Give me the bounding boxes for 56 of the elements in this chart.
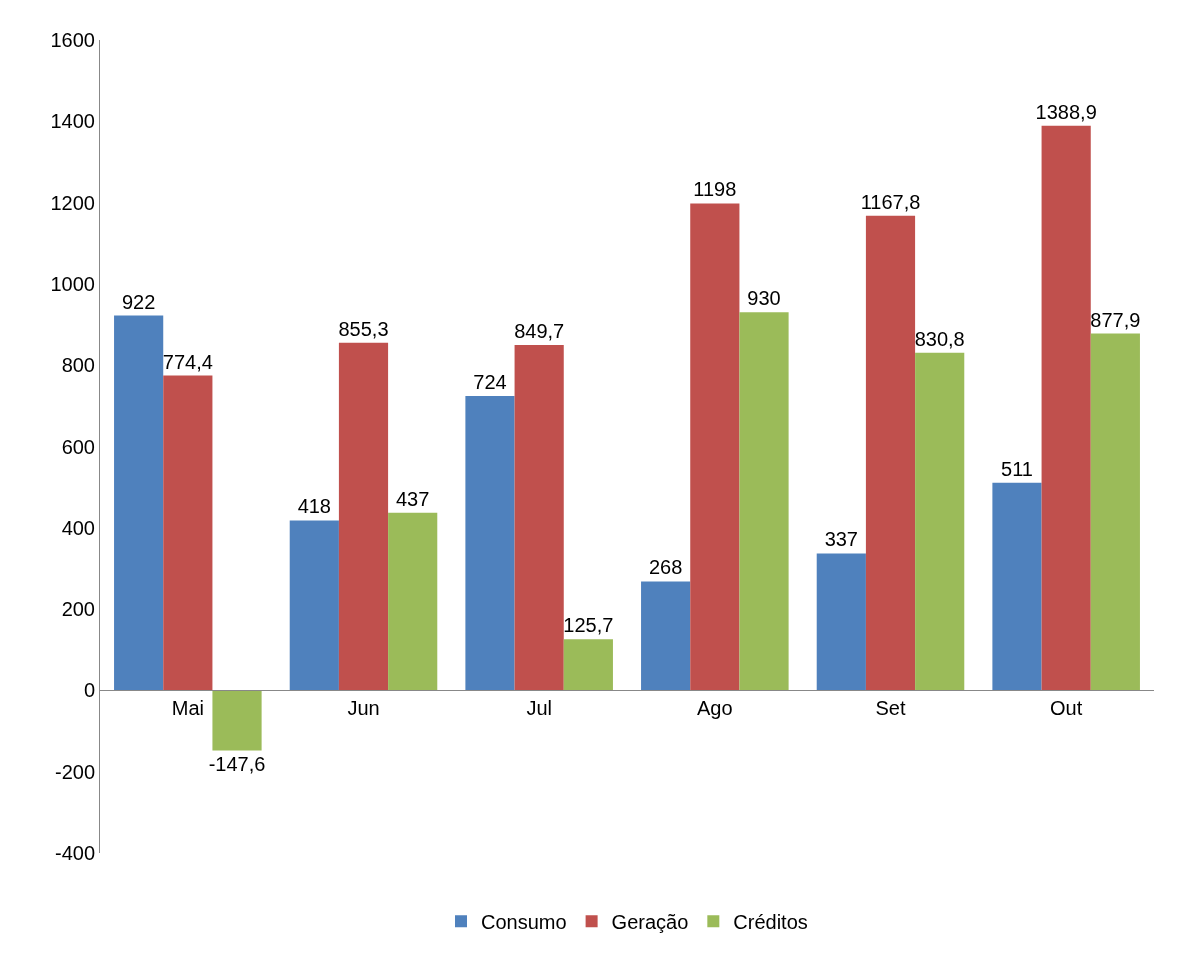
y-tick-label: -400 <box>54 842 95 864</box>
data-label: 337 <box>824 528 858 551</box>
y-tick-label: 0 <box>83 679 95 702</box>
data-label: 1198 <box>693 178 737 201</box>
bar <box>514 345 564 691</box>
x-tick-label: Set <box>875 697 906 720</box>
y-tick-label: -200 <box>54 760 95 783</box>
y-tick-label: 1000 <box>50 272 95 295</box>
x-tick-label: Jun <box>347 697 380 720</box>
y-tick-label: 400 <box>61 516 95 539</box>
bar <box>114 315 164 691</box>
data-label: 830,8 <box>914 327 965 350</box>
bar <box>992 482 1042 691</box>
y-tick-label: 600 <box>61 435 95 458</box>
legend-label: Consumo <box>481 911 567 934</box>
data-label: 125,7 <box>563 614 614 637</box>
bar <box>289 520 339 691</box>
bar <box>690 203 740 691</box>
data-label: 511 <box>1001 457 1033 480</box>
data-label: 930 <box>747 287 781 310</box>
bar <box>563 639 613 691</box>
data-label: 877,9 <box>1090 308 1141 331</box>
data-label: 268 <box>648 556 683 579</box>
y-tick-label: 800 <box>61 354 95 377</box>
data-label: 774,4 <box>162 350 213 373</box>
y-tick-label: 1600 <box>50 29 95 51</box>
bar <box>1090 333 1140 691</box>
bar <box>338 342 389 691</box>
y-tick-label: 200 <box>61 598 95 621</box>
bar <box>163 375 213 691</box>
bar <box>212 690 262 751</box>
x-tick-label: Out <box>1050 697 1083 720</box>
legend-label: Créditos <box>733 911 808 934</box>
y-tick-label: 1400 <box>50 110 95 133</box>
bar <box>1041 125 1091 691</box>
data-label: 1388,9 <box>1035 100 1097 123</box>
data-label: 1167,8 <box>860 190 921 213</box>
data-label: 418 <box>297 495 331 518</box>
data-label: 437 <box>396 487 430 510</box>
y-tick-label: 1200 <box>50 191 95 214</box>
bar <box>816 553 866 691</box>
bar <box>865 215 916 691</box>
data-label: 849,7 <box>514 320 565 342</box>
bar <box>388 512 438 691</box>
bar <box>641 581 691 691</box>
bar <box>915 352 965 691</box>
data-label: 922 <box>121 290 156 313</box>
data-label: -147,6 <box>208 753 266 776</box>
x-tick-label: Jul <box>526 697 552 720</box>
data-label: 855,3 <box>338 317 389 340</box>
x-tick-label: Mai <box>171 697 204 720</box>
data-label: 724 <box>473 371 507 394</box>
x-tick-label: Ago <box>697 697 733 720</box>
bar <box>739 312 789 691</box>
legend-label: Geração <box>611 911 689 934</box>
bar <box>465 396 515 691</box>
